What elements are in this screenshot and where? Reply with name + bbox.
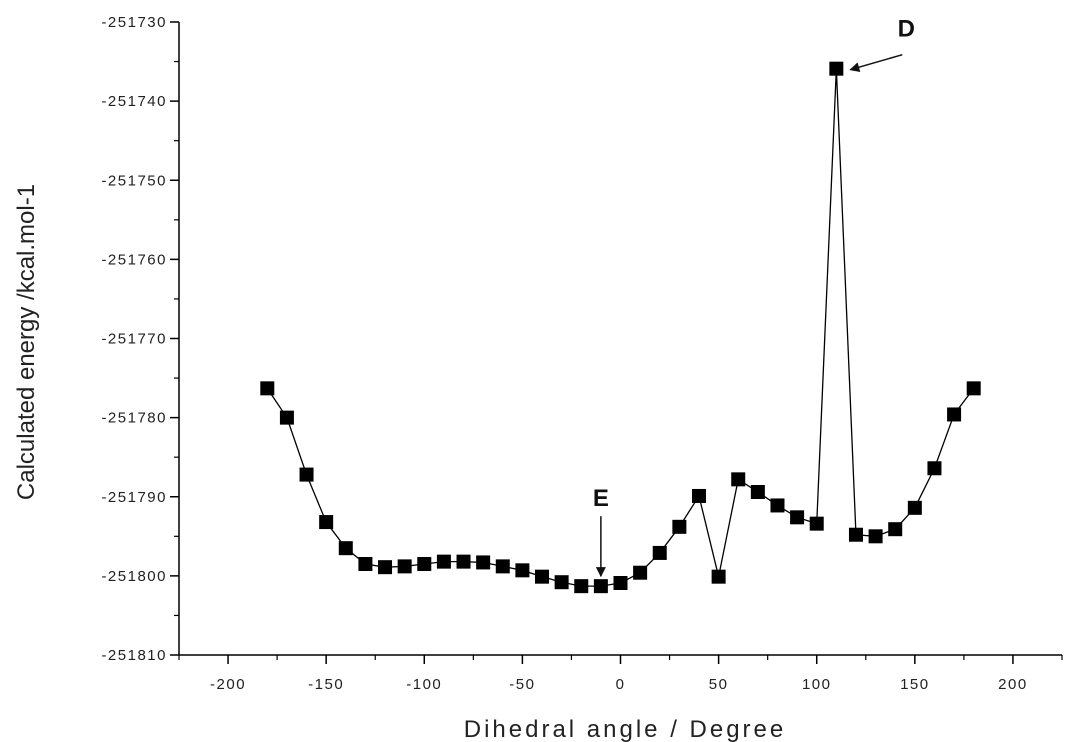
data-point xyxy=(711,569,726,584)
data-point xyxy=(535,569,550,584)
y-tick-label: -251800 xyxy=(101,568,167,585)
data-point xyxy=(829,61,844,76)
data-point xyxy=(378,560,393,575)
data-point xyxy=(672,519,687,534)
data-point xyxy=(927,461,942,476)
data-point xyxy=(848,527,863,542)
data-point xyxy=(809,516,824,531)
axes xyxy=(178,22,1062,656)
x-tick-label: -200 xyxy=(210,676,246,693)
data-point xyxy=(652,545,667,560)
data-point xyxy=(888,522,903,537)
data-point xyxy=(731,472,746,487)
data-point xyxy=(947,407,962,422)
x-tick-label: 50 xyxy=(709,676,729,693)
y-tick-label: -251740 xyxy=(101,93,167,110)
axis-ticks: -251730 -251740 -251750 -251760 -251770 -2517… xyxy=(101,14,1063,693)
data-point xyxy=(554,575,569,590)
data-point xyxy=(613,575,628,590)
data-point xyxy=(907,500,922,515)
y-axis-title: Calculated energy /kcal.mol-1 xyxy=(13,184,40,500)
y-tick-label: -251760 xyxy=(101,251,167,268)
data-point xyxy=(770,498,785,513)
data-point xyxy=(338,541,353,556)
y-tick-label: -251790 xyxy=(101,489,167,506)
data-point xyxy=(966,381,981,396)
x-tick-label: -50 xyxy=(509,676,535,693)
x-axis-title: Dihedral angle / Degree xyxy=(464,716,787,742)
data-point xyxy=(299,467,314,482)
series-line xyxy=(266,68,975,587)
x-tick-label: 150 xyxy=(900,676,930,693)
x-tick-label: -150 xyxy=(308,676,344,693)
data-point xyxy=(593,579,608,594)
data-point xyxy=(436,554,451,569)
x-tick-label: 100 xyxy=(802,676,832,693)
data-point xyxy=(691,488,706,503)
data-point xyxy=(397,559,412,574)
data-point xyxy=(574,579,589,594)
y-tick-label: -251780 xyxy=(101,410,167,427)
data-point xyxy=(279,410,294,425)
data-point xyxy=(495,559,510,574)
x-tick-label: -100 xyxy=(406,676,442,693)
x-tick-label: 0 xyxy=(616,676,626,693)
annotation-label: D xyxy=(898,16,915,43)
y-tick-label: -251750 xyxy=(101,172,167,189)
y-tick-label: -251810 xyxy=(101,647,167,664)
data-point xyxy=(790,510,805,525)
data-points-layer xyxy=(260,61,981,594)
y-tick-label: -251770 xyxy=(101,331,167,348)
annotation-label: E xyxy=(593,485,609,512)
data-point xyxy=(417,557,432,572)
data-point xyxy=(868,529,883,544)
annotation-arrow xyxy=(849,53,903,72)
data-point xyxy=(633,565,648,580)
y-tick-label: -251730 xyxy=(101,14,167,31)
annotations-layer: ED xyxy=(593,16,915,578)
data-point xyxy=(456,554,471,569)
data-line-layer xyxy=(266,68,975,587)
x-tick-label: 200 xyxy=(998,676,1028,693)
data-point xyxy=(750,485,765,500)
data-point xyxy=(319,515,334,530)
data-point xyxy=(476,555,491,570)
data-point xyxy=(358,557,373,572)
data-point xyxy=(515,563,530,578)
data-point xyxy=(260,381,275,396)
